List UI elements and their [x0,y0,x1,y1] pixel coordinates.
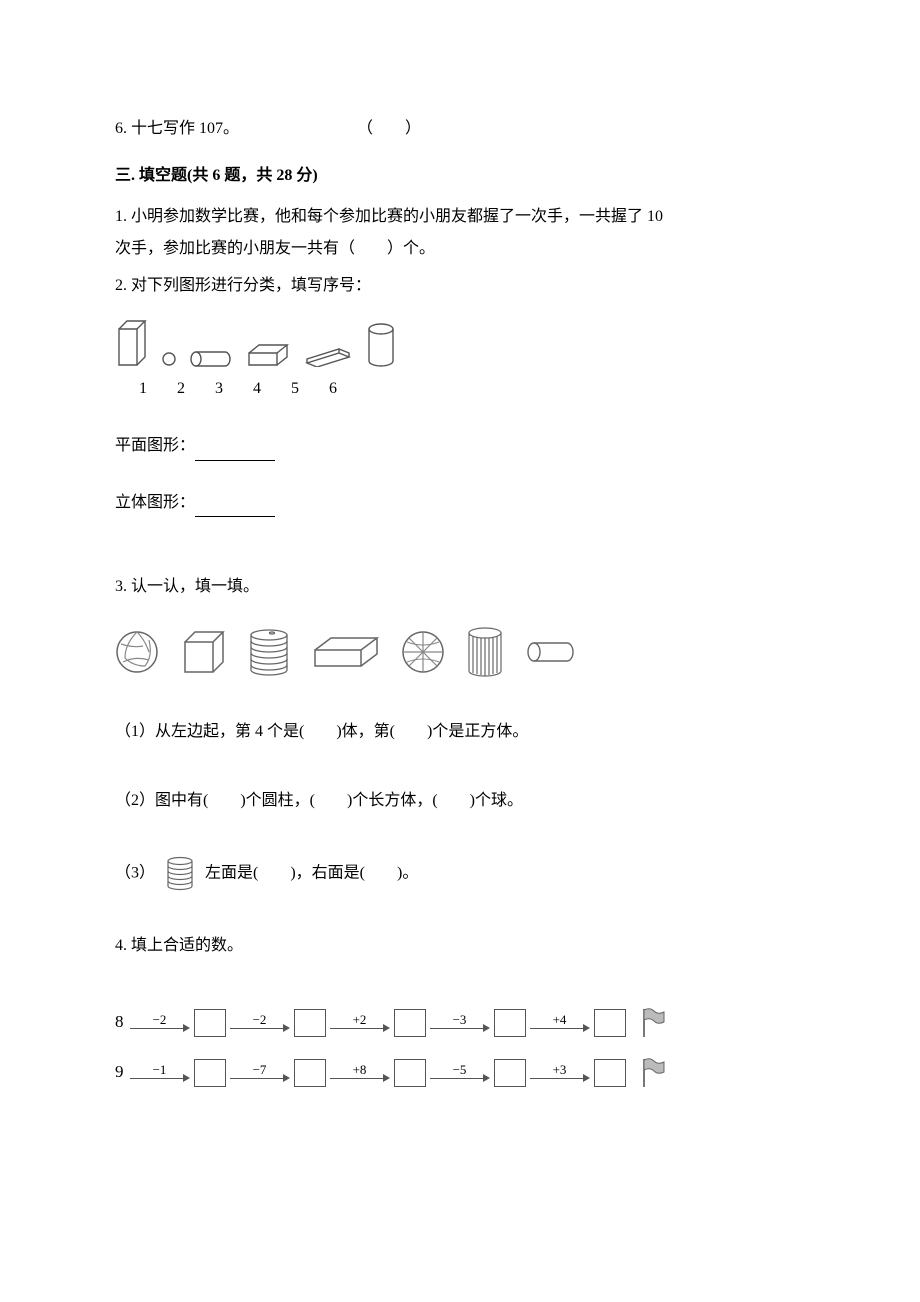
q4-chain-2: 9 −1 −7 +8 −5 +3 [115,1057,805,1089]
coin-stack-icon [247,628,291,676]
question-1: 1. 小明参加数学比赛，他和每个参加比赛的小朋友都握了一次手，一共握了 10 次… [115,203,805,265]
q1-line1: 1. 小明参加数学比赛，他和每个参加比赛的小朋友都握了一次手，一共握了 10 [115,203,805,232]
answer-box [494,1009,526,1037]
arrow-segment: −2 [130,1013,190,1032]
chain1-start: 8 [115,1007,124,1038]
flat-cuboid-icon [311,634,381,670]
arrow-segment: −1 [130,1063,190,1082]
q3-sub1: （1）从左边起，第 4 个是( )体，第( )个是正方体。 [115,718,805,747]
small-cylinder-icon [525,639,575,665]
answer-box [194,1059,226,1087]
answer-box [394,1059,426,1087]
answer-box [394,1009,426,1037]
q3-sub3-after: 左面是( )，右面是( )。 [205,864,418,881]
answer-box [294,1059,326,1087]
q6-paren: （ ） [357,120,421,137]
q2-label-6: 6 [329,375,337,404]
basketball-icon [401,630,445,674]
answer-box [294,1009,326,1037]
blank-underline [195,498,275,517]
arrow-segment: +4 [530,1013,590,1032]
shape-cuboid-flat-icon [245,319,291,367]
q2-flat-label: 平面图形： [115,437,195,454]
shape-circle-icon [161,319,177,367]
inline-coin-stack-icon [165,856,195,892]
question-6: 6. 十七写作 107。 （ ） [115,115,805,144]
cube-icon [179,628,227,676]
shape-cylinder-lying-icon [189,319,233,367]
flag-icon [640,1057,666,1089]
q1-line2: 次手，参加比赛的小朋友一共有（ ）个。 [115,235,805,264]
q3-sub3-before: （3） [115,864,155,881]
q2-label-4: 4 [253,375,261,404]
q2-label-3: 3 [215,375,223,404]
arrow-segment: −3 [430,1013,490,1032]
q3-sub3: （3） 左面是( )，右面是( )。 [115,856,805,892]
blank-underline [195,441,275,460]
section-3-title: 三. 填空题(共 6 题，共 28 分) [115,162,805,191]
q2-label-2: 2 [177,375,185,404]
q2-shapes-row [115,319,805,367]
flag-icon [640,1007,666,1039]
answer-box [594,1009,626,1037]
answer-box [194,1009,226,1037]
q2-intro: 2. 对下列图形进行分类，填写序号： [115,272,805,301]
q3-shapes-row [115,626,805,678]
q4-chain-1: 8 −2 −2 +2 −3 +4 [115,1007,805,1039]
arrow-segment: +3 [530,1063,590,1082]
q2-label-1: 1 [139,375,147,404]
answer-box [494,1059,526,1087]
arrow-segment: +2 [330,1013,390,1032]
chain2-start: 9 [115,1057,124,1088]
shape-cuboid-tall-icon [115,319,149,367]
answer-box [594,1059,626,1087]
q4-intro: 4. 填上合适的数。 [115,932,805,961]
q2-labels-row: 1 2 3 4 5 6 [139,375,805,404]
arrow-segment: +8 [330,1063,390,1082]
q3-sub2: （2）图中有( )个圆柱，( )个长方体，( )个球。 [115,787,805,816]
q6-text: 6. 十七写作 107。 [115,120,239,137]
volleyball-icon [115,630,159,674]
q3-intro: 3. 认一认，填一填。 [115,573,805,602]
shape-cylinder-upright-icon [365,319,397,367]
arrow-segment: −2 [230,1013,290,1032]
ribbed-cylinder-icon [465,626,505,678]
q2-solid-line: 立体图形： [115,489,805,518]
q2-flat-line: 平面图形： [115,432,805,461]
q2-label-5: 5 [291,375,299,404]
arrow-segment: −5 [430,1063,490,1082]
q2-solid-label: 立体图形： [115,494,195,511]
shape-parallelogram-icon [303,319,353,367]
arrow-segment: −7 [230,1063,290,1082]
